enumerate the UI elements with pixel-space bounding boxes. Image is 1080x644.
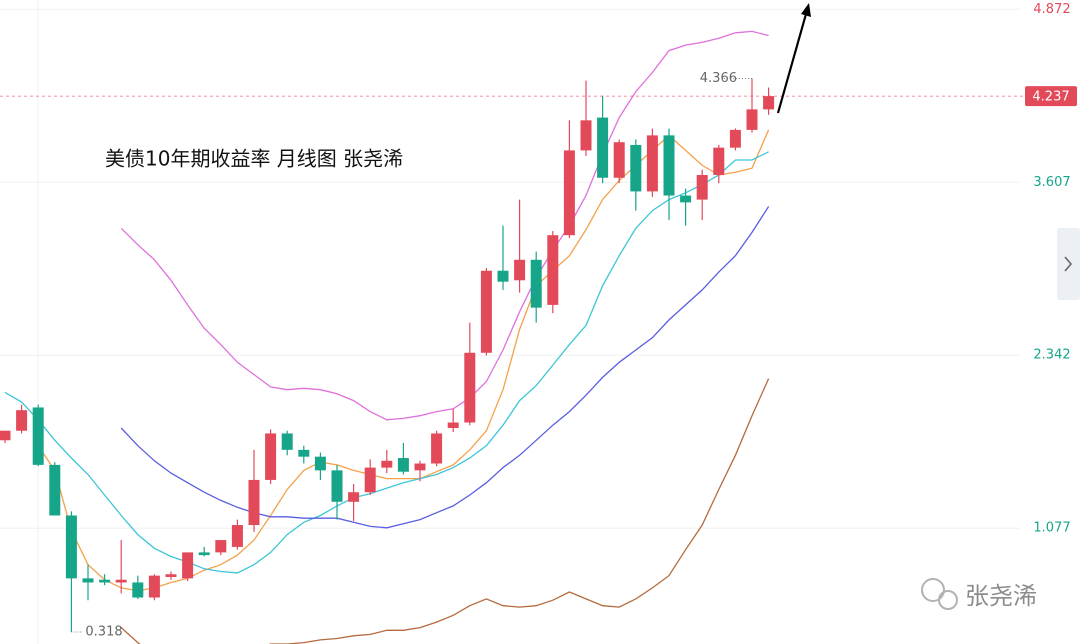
- candle-body: [729, 129, 741, 148]
- candle-body: [32, 407, 44, 465]
- watermark: 张尧浠: [921, 578, 1037, 610]
- candle-body: [746, 109, 758, 130]
- candle-body: [680, 195, 692, 203]
- y-tick-label: 3.607: [1033, 175, 1070, 190]
- candle-body: [646, 135, 658, 192]
- candle-body: [348, 492, 360, 502]
- collapse-button[interactable]: [1057, 228, 1080, 300]
- candle-body: [148, 575, 160, 598]
- candle-body: [298, 449, 310, 457]
- overlay-line: [120, 378, 770, 644]
- trend-arrow: [776, 13, 808, 114]
- candle-body: [597, 117, 609, 178]
- candle-body: [198, 552, 210, 556]
- candle-body: [480, 270, 492, 353]
- watermark-icon: [921, 578, 945, 602]
- candle-body: [82, 578, 94, 583]
- trend-arrow-head: [801, 3, 811, 17]
- max-label: 4.366: [700, 71, 737, 86]
- candle-body: [364, 467, 376, 493]
- candle-body: [231, 525, 243, 547]
- overlay-line: [37, 129, 770, 592]
- candle-body: [696, 175, 708, 200]
- last-price-box: [1025, 86, 1077, 107]
- collapse-chevron: [1064, 256, 1073, 272]
- grid: [0, 8, 1020, 529]
- candle-body: [265, 433, 277, 480]
- overlay-line: [120, 30, 769, 421]
- chart-title: 美债10年期收益率 月线图 张尧浠: [105, 147, 403, 171]
- candle-body: [331, 470, 343, 502]
- candle-body: [132, 582, 144, 598]
- candle-body: [563, 150, 575, 236]
- candle-body: [464, 352, 476, 423]
- candle-body: [630, 144, 642, 192]
- candle-body: [65, 515, 77, 579]
- candle-body: [16, 410, 28, 431]
- candles: [0, 78, 775, 632]
- candle-body: [281, 433, 293, 450]
- candle-body: [713, 147, 725, 176]
- candle-body: [414, 463, 426, 471]
- candle-body: [431, 433, 443, 464]
- candle-body: [99, 579, 111, 583]
- candle-body: [530, 259, 542, 308]
- y-tick-label: 4.872: [1033, 2, 1070, 17]
- watermark-icon: [938, 590, 958, 610]
- candle-body: [397, 458, 409, 472]
- candle-body: [514, 259, 526, 281]
- candle-body: [447, 422, 459, 428]
- candle-body: [663, 135, 675, 196]
- candle-body: [49, 464, 61, 516]
- watermark-text: 张尧浠: [965, 582, 1037, 610]
- candle-body: [215, 540, 227, 553]
- min-label: 0.318: [85, 624, 122, 639]
- overlay-line: [4, 151, 769, 574]
- candle-body: [182, 552, 194, 579]
- last-price-label: 4.237: [1032, 90, 1069, 105]
- y-tick-label: 2.342: [1033, 348, 1070, 363]
- candle-body: [580, 120, 592, 151]
- candle-body: [248, 479, 260, 526]
- candle-body: [763, 96, 775, 110]
- candle-body: [547, 235, 559, 305]
- candle-body: [314, 456, 326, 471]
- candle-body: [0, 430, 11, 441]
- candle-body: [613, 142, 625, 178]
- overlay-lines: [4, 30, 770, 644]
- candle-body: [165, 574, 177, 578]
- overlay-line: [120, 206, 770, 529]
- y-tick-label: 1.077: [1033, 521, 1070, 536]
- candle-body: [381, 460, 393, 468]
- candle-body: [115, 579, 127, 583]
- candle-body: [497, 270, 509, 282]
